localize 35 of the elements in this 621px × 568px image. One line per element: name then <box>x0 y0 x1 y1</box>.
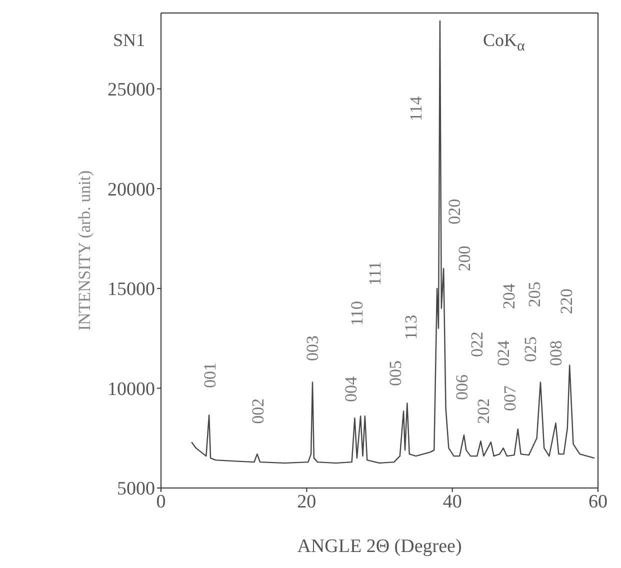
annotation: 111 <box>366 261 385 286</box>
x-tick-label: 40 <box>442 491 462 512</box>
annotation: 110 <box>347 300 366 326</box>
x-tick-label: 60 <box>588 491 608 512</box>
annotation: 200 <box>455 246 474 272</box>
annotation: 022 <box>468 332 487 358</box>
y-tick-label: 20000 <box>108 179 155 200</box>
annotation: CoK$_{α}$ <box>483 30 525 56</box>
annotation: 002 <box>248 398 268 424</box>
annotation: 205 <box>525 282 544 308</box>
annotation: 005 <box>386 360 406 386</box>
annotation: 001 <box>200 362 220 388</box>
text: SN1 <box>113 30 146 51</box>
annotation: 008 <box>546 340 566 366</box>
annotation: 114 <box>406 96 426 122</box>
y-tick-label: 25000 <box>108 80 155 101</box>
annotation: 003 <box>302 336 322 362</box>
y-tick-label: 10000 <box>108 378 155 400</box>
y-axis-title: INTENSITY (arb. unit) <box>75 170 94 331</box>
annotation: 220 <box>557 288 576 314</box>
annotation: 024 <box>494 340 513 366</box>
annotation: 006 <box>452 374 472 400</box>
y-tick-label: 15000 <box>108 279 155 300</box>
annotation: 004 <box>342 376 361 402</box>
annotation: 204 <box>500 283 519 310</box>
annotation: 025 <box>520 336 540 362</box>
y-tick-label: 5000 <box>117 478 155 500</box>
line-series <box>190 20 595 464</box>
annotation: 202 <box>474 398 494 424</box>
x-axis-title: ANGLE 2Θ (Degree) <box>297 536 462 557</box>
x-tick-label: 20 <box>297 491 316 512</box>
annotation: 113 <box>401 314 420 340</box>
x-tick-label: 0 <box>156 491 166 512</box>
annotation: 020 <box>445 198 464 224</box>
annotation: 007 <box>500 384 520 411</box>
